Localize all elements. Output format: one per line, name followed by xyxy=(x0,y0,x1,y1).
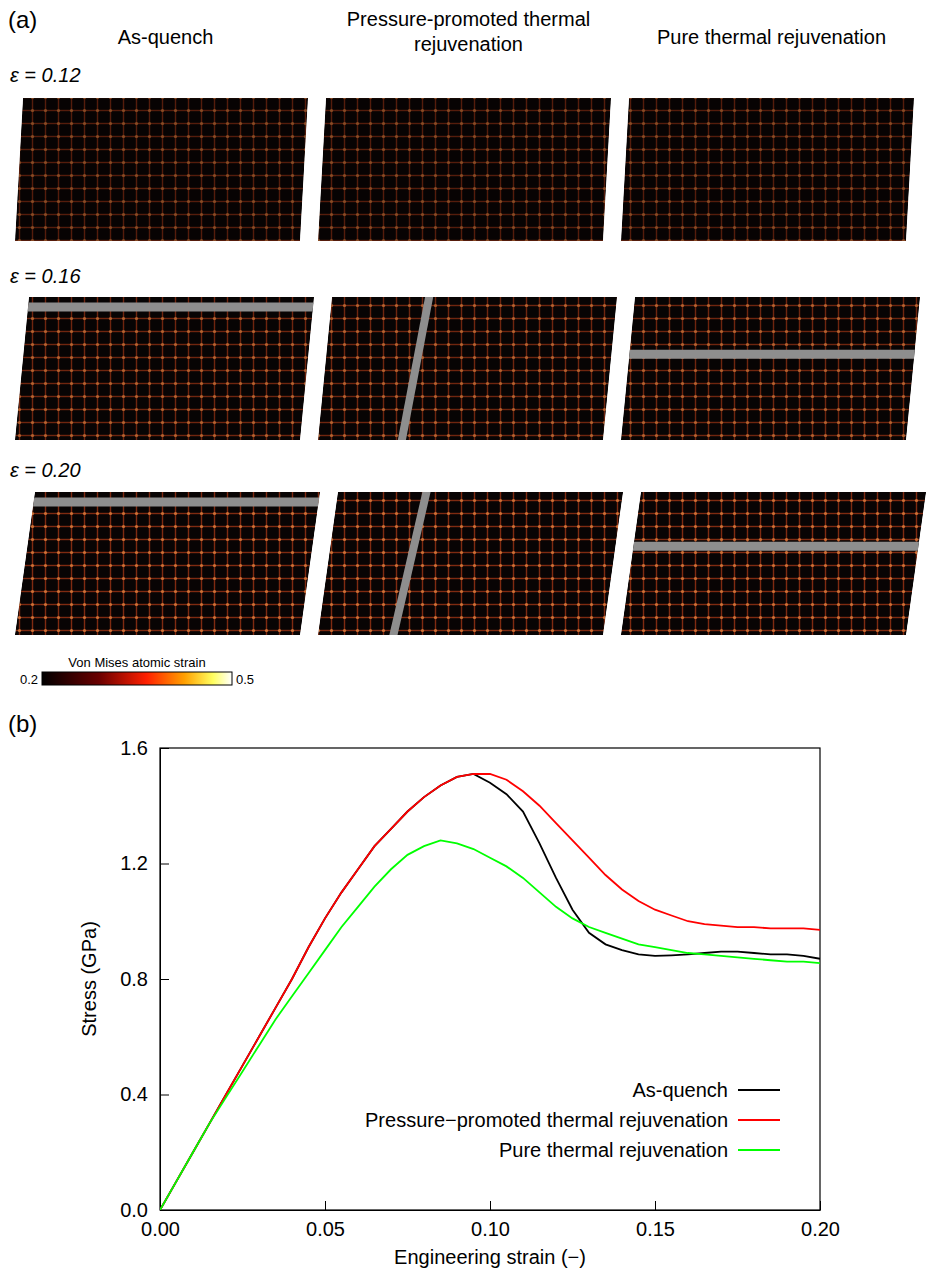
strain-map xyxy=(15,98,308,241)
strain-map-bg xyxy=(318,492,623,635)
x-tick-mark xyxy=(655,1201,656,1210)
x-axis-title: Engineering strain (−) xyxy=(394,1246,586,1268)
strain-map-texture xyxy=(621,98,914,241)
y-tick-label: 0.4 xyxy=(120,1083,148,1105)
strain-map-texture xyxy=(15,98,308,241)
column-header: Pure thermal rejuvenation xyxy=(657,26,886,48)
series-line xyxy=(160,774,820,1210)
strain-map xyxy=(15,297,318,440)
legend: As-quench Pressure−promoted thermal rejuv… xyxy=(365,1079,780,1161)
plot-frame xyxy=(160,748,820,1210)
colorbar xyxy=(42,672,232,685)
colorbar-tick-label: 0.2 xyxy=(20,672,38,687)
row-label: ε = 0.12 xyxy=(10,64,81,86)
x-tick-label: 0.15 xyxy=(636,1218,675,1240)
y-tick-label: 0.0 xyxy=(120,1199,148,1221)
header-line: rejuvenation xyxy=(414,33,523,55)
x-tick-mark xyxy=(325,1201,326,1210)
shear-band xyxy=(624,350,919,359)
strain-map-texture xyxy=(621,297,920,440)
legend-label: Pure thermal rejuvenation xyxy=(499,1139,728,1161)
legend-swatch xyxy=(738,1119,780,1121)
y-tick-label: 1.2 xyxy=(120,852,148,874)
shear-band xyxy=(23,303,318,312)
colorbar-tick-label: 0.5 xyxy=(236,672,254,687)
header-line: As-quench xyxy=(118,26,214,48)
shear-band xyxy=(393,490,427,637)
y-tick-mark xyxy=(160,1095,169,1096)
x-tick-mark xyxy=(490,1201,491,1210)
strain-map-bg xyxy=(621,297,920,440)
x-tick: 0.10 xyxy=(471,1201,510,1240)
strain-map-bg xyxy=(318,98,611,241)
y-axis-title: Stress (GPa) xyxy=(78,921,100,1037)
strain-map-texture xyxy=(15,492,320,635)
y-axis: 0.0 0.4 0.8 1.2 1.6 xyxy=(120,737,169,1221)
row-label: ε = 0.20 xyxy=(10,459,81,481)
legend-label: As-quench xyxy=(632,1079,728,1101)
strain-map-bg xyxy=(621,98,914,241)
legend-label: Pressure−promoted thermal rejuvenation xyxy=(365,1109,728,1131)
y-tick-mark xyxy=(160,864,169,865)
strain-map-bg xyxy=(15,492,320,635)
plot-lines xyxy=(160,774,820,1210)
strain-map xyxy=(621,492,926,635)
strain-map-texture xyxy=(621,492,926,635)
y-tick: 1.2 xyxy=(120,852,169,874)
strain-map-bg xyxy=(15,98,308,241)
strain-map xyxy=(318,295,617,442)
column-header: Pressure-promoted thermal rejuvenation xyxy=(347,8,590,55)
legend-swatch xyxy=(738,1149,780,1151)
x-tick-label: 0.00 xyxy=(141,1218,180,1240)
series-line xyxy=(160,840,820,1210)
strain-map xyxy=(621,297,920,440)
strain-map-texture xyxy=(318,98,611,241)
strain-map-bg xyxy=(621,492,926,635)
y-tick-mark xyxy=(160,748,169,749)
y-tick-mark xyxy=(160,1210,169,1211)
y-tick-label: 1.6 xyxy=(120,737,148,759)
strain-map xyxy=(621,98,914,241)
y-tick-label: 0.8 xyxy=(120,968,148,990)
x-tick-label: 0.10 xyxy=(471,1218,510,1240)
y-tick: 0.8 xyxy=(120,968,169,990)
strain-map-bg xyxy=(318,297,617,440)
figure: (a) As-quench Pressure-promoted thermal rej… xyxy=(0,0,939,1276)
colorbar-title: Von Mises atomic strain xyxy=(68,655,205,670)
series-line xyxy=(160,774,820,1210)
strain-map xyxy=(15,492,324,635)
strain-map-texture xyxy=(318,297,617,440)
y-tick-mark xyxy=(160,979,169,980)
header-line: Pure thermal rejuvenation xyxy=(657,26,886,48)
strain-map-bg xyxy=(15,297,314,440)
shear-band xyxy=(628,542,923,551)
row-label: ε = 0.16 xyxy=(10,265,81,287)
shear-band xyxy=(402,295,430,442)
x-tick: 0.05 xyxy=(306,1201,345,1240)
legend-swatch xyxy=(738,1089,780,1091)
panel-label: (a) xyxy=(8,6,37,33)
panel-label: (b) xyxy=(8,710,37,737)
x-tick-label: 0.20 xyxy=(801,1218,840,1240)
strain-map xyxy=(318,98,611,241)
strain-map-texture xyxy=(15,297,314,440)
strain-map-texture xyxy=(318,492,623,635)
y-tick: 1.6 xyxy=(120,737,169,759)
x-tick: 0.20 xyxy=(801,1201,840,1240)
x-axis: 0.00 0.05 0.10 0.15 0.20 xyxy=(141,1201,840,1240)
shear-band xyxy=(29,498,324,507)
column-header: As-quench xyxy=(118,26,214,48)
y-tick: 0.0 xyxy=(120,1199,169,1221)
x-tick-label: 0.05 xyxy=(306,1218,345,1240)
x-tick: 0.15 xyxy=(636,1201,675,1240)
x-axis-line xyxy=(161,1210,821,1211)
y-tick: 0.4 xyxy=(120,1083,169,1105)
x-tick-mark xyxy=(820,1201,821,1210)
header-line: Pressure-promoted thermal xyxy=(347,8,590,30)
strain-map xyxy=(318,490,623,637)
